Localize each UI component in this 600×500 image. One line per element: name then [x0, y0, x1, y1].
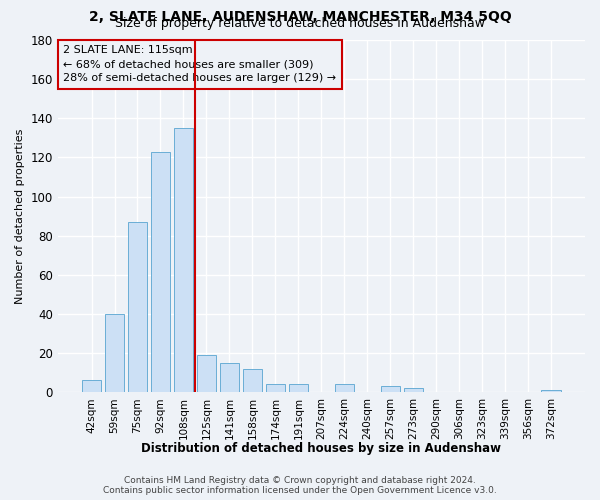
Bar — [220, 363, 239, 392]
Bar — [128, 222, 147, 392]
Bar — [105, 314, 124, 392]
Bar — [266, 384, 285, 392]
Bar — [242, 369, 262, 392]
Bar — [82, 380, 101, 392]
Bar — [151, 152, 170, 392]
Text: 2, SLATE LANE, AUDENSHAW, MANCHESTER, M34 5QQ: 2, SLATE LANE, AUDENSHAW, MANCHESTER, M3… — [89, 10, 511, 24]
Bar — [197, 355, 216, 392]
Bar — [289, 384, 308, 392]
Bar — [380, 386, 400, 392]
Bar — [541, 390, 561, 392]
Bar — [404, 388, 423, 392]
Bar — [335, 384, 354, 392]
Bar — [174, 128, 193, 392]
Text: Contains HM Land Registry data © Crown copyright and database right 2024.
Contai: Contains HM Land Registry data © Crown c… — [103, 476, 497, 495]
X-axis label: Distribution of detached houses by size in Audenshaw: Distribution of detached houses by size … — [142, 442, 502, 455]
Y-axis label: Number of detached properties: Number of detached properties — [15, 128, 25, 304]
Text: Size of property relative to detached houses in Audenshaw: Size of property relative to detached ho… — [115, 18, 485, 30]
Text: 2 SLATE LANE: 115sqm
← 68% of detached houses are smaller (309)
28% of semi-deta: 2 SLATE LANE: 115sqm ← 68% of detached h… — [63, 46, 336, 84]
